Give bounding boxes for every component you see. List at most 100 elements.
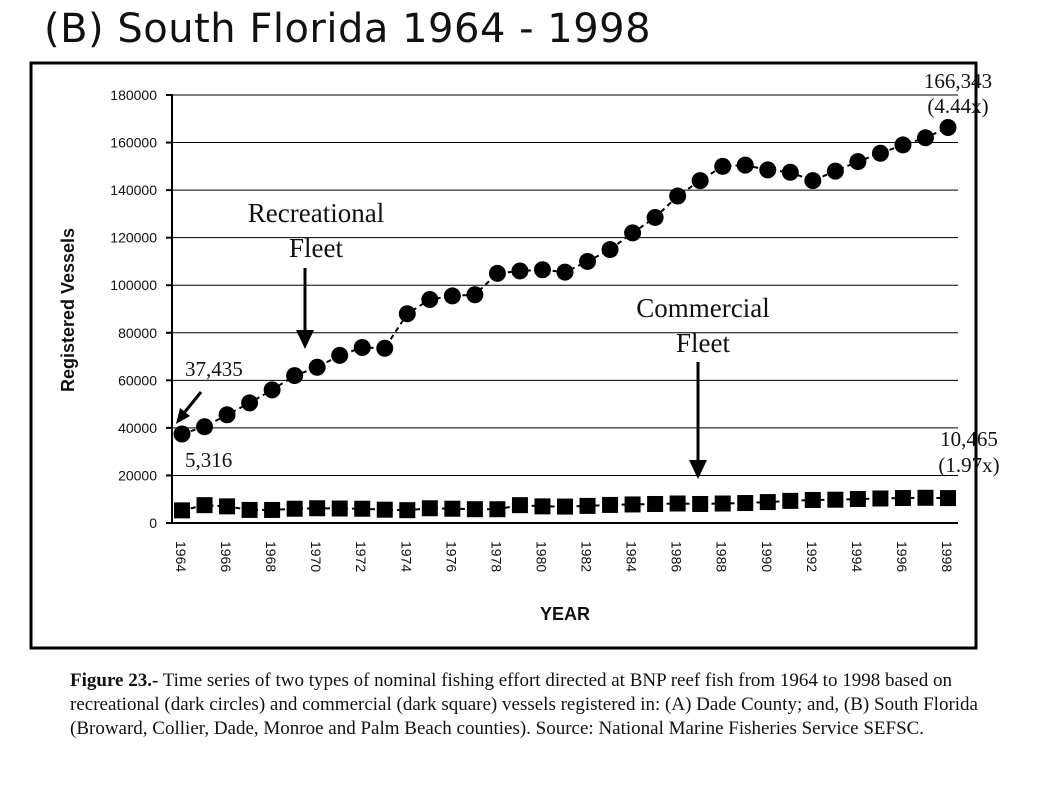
commercial-point xyxy=(331,500,348,517)
x-tick-label: 1986 xyxy=(669,541,685,572)
x-tick-label: 1990 xyxy=(759,541,775,572)
recreational-point xyxy=(488,264,506,282)
commercial-point xyxy=(737,495,754,512)
x-tick-label: 1968 xyxy=(263,541,279,572)
recreational-point xyxy=(196,418,214,436)
recreational-point xyxy=(331,346,349,364)
recreational-point xyxy=(894,136,912,154)
commercial-point xyxy=(196,497,213,514)
x-tick-label: 1980 xyxy=(533,541,549,572)
recreational-point xyxy=(443,287,461,305)
arrowhead-recreational-fleet xyxy=(296,330,314,349)
y-tick-labels: 0 20000 40000 60000 80000 100000 120000 140000 1… xyxy=(110,87,172,531)
annotation-com-end-ratio: (1.97x) xyxy=(938,453,999,477)
commercial-point xyxy=(804,491,821,508)
commercial-point xyxy=(421,500,438,517)
recreational-point xyxy=(849,153,867,171)
arrowhead-rec-start xyxy=(176,408,190,424)
commercial-point xyxy=(714,495,731,512)
commercial-point xyxy=(444,500,461,517)
annotation-rec-start: 37,435 xyxy=(185,357,243,381)
recreational-point xyxy=(759,161,777,179)
x-axis-title: YEAR xyxy=(540,604,590,624)
commercial-point xyxy=(940,490,956,507)
recreational-point xyxy=(691,172,709,190)
figure-caption: Figure 23.- Time series of two types of … xyxy=(70,669,990,741)
x-tick-label: 1970 xyxy=(308,541,324,572)
label-recreational-fleet-2: Fleet xyxy=(289,233,343,263)
recreational-point xyxy=(218,406,236,424)
recreational-point xyxy=(781,163,799,181)
commercial-point xyxy=(647,495,664,512)
commercial-point xyxy=(489,501,506,518)
commercial-point xyxy=(602,496,619,513)
commercial-point xyxy=(557,498,573,515)
series-markers xyxy=(173,118,957,519)
recreational-point xyxy=(736,156,754,174)
label-recreational-fleet-1: Recreational xyxy=(248,198,384,228)
annotation-rec-end-ratio: (4.44x) xyxy=(927,94,988,118)
recreational-point xyxy=(646,208,664,226)
caption-label: Figure 23.- xyxy=(70,670,159,691)
label-commercial-fleet-2: Fleet xyxy=(676,328,730,358)
commercial-point xyxy=(759,494,776,511)
x-tick-label: 1972 xyxy=(353,541,369,572)
recreational-point xyxy=(241,394,259,412)
commercial-point xyxy=(309,500,326,517)
caption-text: Time series of two types of nominal fish… xyxy=(70,670,978,739)
chart: 0 20000 40000 60000 80000 100000 120000 140000 1… xyxy=(29,61,1000,650)
commercial-point xyxy=(782,492,799,509)
commercial-point xyxy=(174,502,190,519)
recreational-point xyxy=(714,157,732,175)
commercial-point xyxy=(354,500,371,517)
x-tick-label: 1982 xyxy=(579,541,595,572)
recreational-point xyxy=(308,358,326,376)
commercial-point xyxy=(286,500,303,517)
y-tick-label: 80000 xyxy=(118,325,157,341)
x-tick-label: 1966 xyxy=(218,541,234,572)
y-tick-label: 0 xyxy=(149,515,157,531)
commercial-point xyxy=(511,497,528,514)
y-tick-label: 160000 xyxy=(110,135,157,151)
recreational-point xyxy=(579,252,597,270)
commercial-point xyxy=(399,502,416,519)
x-tick-label: 1976 xyxy=(443,541,459,572)
recreational-point xyxy=(286,367,304,385)
recreational-point xyxy=(533,261,551,279)
recreational-point xyxy=(804,172,822,190)
annotation-rec-end: 166,343 xyxy=(924,69,992,93)
recreational-point xyxy=(263,381,281,399)
x-tick-label: 1978 xyxy=(488,541,504,572)
commercial-point xyxy=(894,490,911,507)
recreational-point xyxy=(624,224,642,242)
x-tick-label: 1974 xyxy=(398,541,414,572)
recreational-point xyxy=(669,187,687,205)
y-tick-label: 180000 xyxy=(110,87,157,103)
arrow-rec-start xyxy=(182,391,203,414)
recreational-point xyxy=(916,129,934,147)
chart-frame xyxy=(29,61,978,650)
recreational-point xyxy=(353,339,371,357)
annotation-com-end: 10,465 xyxy=(940,427,998,451)
y-tick-label: 100000 xyxy=(110,277,157,293)
recreational-point xyxy=(421,290,439,308)
recreational-point xyxy=(556,263,574,281)
y-tick-label: 20000 xyxy=(118,467,157,483)
commercial-point xyxy=(579,497,596,514)
gridlines xyxy=(172,94,958,476)
arrowhead-commercial-fleet xyxy=(689,460,707,479)
x-tick-label: 1998 xyxy=(939,541,955,572)
recreational-point xyxy=(173,425,191,443)
commercial-point xyxy=(849,490,866,507)
x-tick-label: 1996 xyxy=(894,541,910,572)
x-tick-labels: 1964 1966 1968 1970 1972 1974 1976 1978 1980 1982… xyxy=(173,541,955,572)
recreational-point xyxy=(376,339,394,357)
x-tick-label: 1984 xyxy=(624,541,640,572)
x-tick-label: 1988 xyxy=(714,541,730,572)
commercial-point xyxy=(264,501,281,518)
x-tick-label: 1964 xyxy=(173,541,189,572)
x-tick-label: 1994 xyxy=(849,541,865,572)
y-tick-label: 60000 xyxy=(118,372,157,388)
x-tick-label: 1992 xyxy=(804,541,820,572)
label-commercial-fleet-1: Commercial xyxy=(636,293,769,323)
